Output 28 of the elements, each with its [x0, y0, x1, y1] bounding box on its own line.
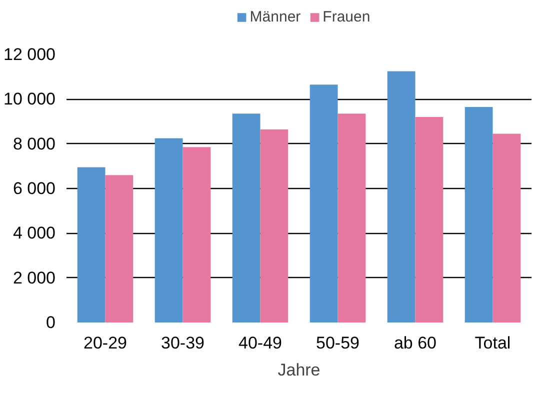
x-tick-label: 50-59 [316, 334, 360, 352]
bar [387, 71, 416, 322]
bar [232, 114, 260, 322]
bar [492, 134, 521, 322]
bar [77, 167, 106, 322]
bar [464, 106, 493, 322]
legend-label: Männer [250, 8, 301, 26]
x-tick-label: 20-29 [84, 334, 127, 352]
x-tick-label: 30-39 [161, 334, 204, 352]
y-tick-label: 2 000 [12, 268, 56, 288]
y-tick-label: 6 000 [12, 179, 56, 198]
y-tick-label: 0 [46, 313, 56, 332]
x-tick-label: Total [474, 334, 511, 352]
x-tick-label: ab 60 [394, 334, 437, 352]
bar [154, 138, 183, 322]
bar [260, 129, 288, 322]
y-tick-label: 10 000 [4, 90, 56, 109]
bar [182, 147, 211, 322]
x-axis-title: Jahre [278, 360, 320, 380]
x-tick-label: 40-49 [238, 334, 282, 352]
y-tick-label: 4 000 [12, 224, 56, 243]
legend-label: Frauen [322, 8, 370, 26]
bar [338, 114, 366, 322]
y-tick-label: 8 000 [12, 134, 56, 154]
bar [415, 117, 444, 322]
bar [310, 84, 338, 322]
y-tick-label: 12 000 [4, 45, 56, 64]
bar [105, 175, 134, 322]
